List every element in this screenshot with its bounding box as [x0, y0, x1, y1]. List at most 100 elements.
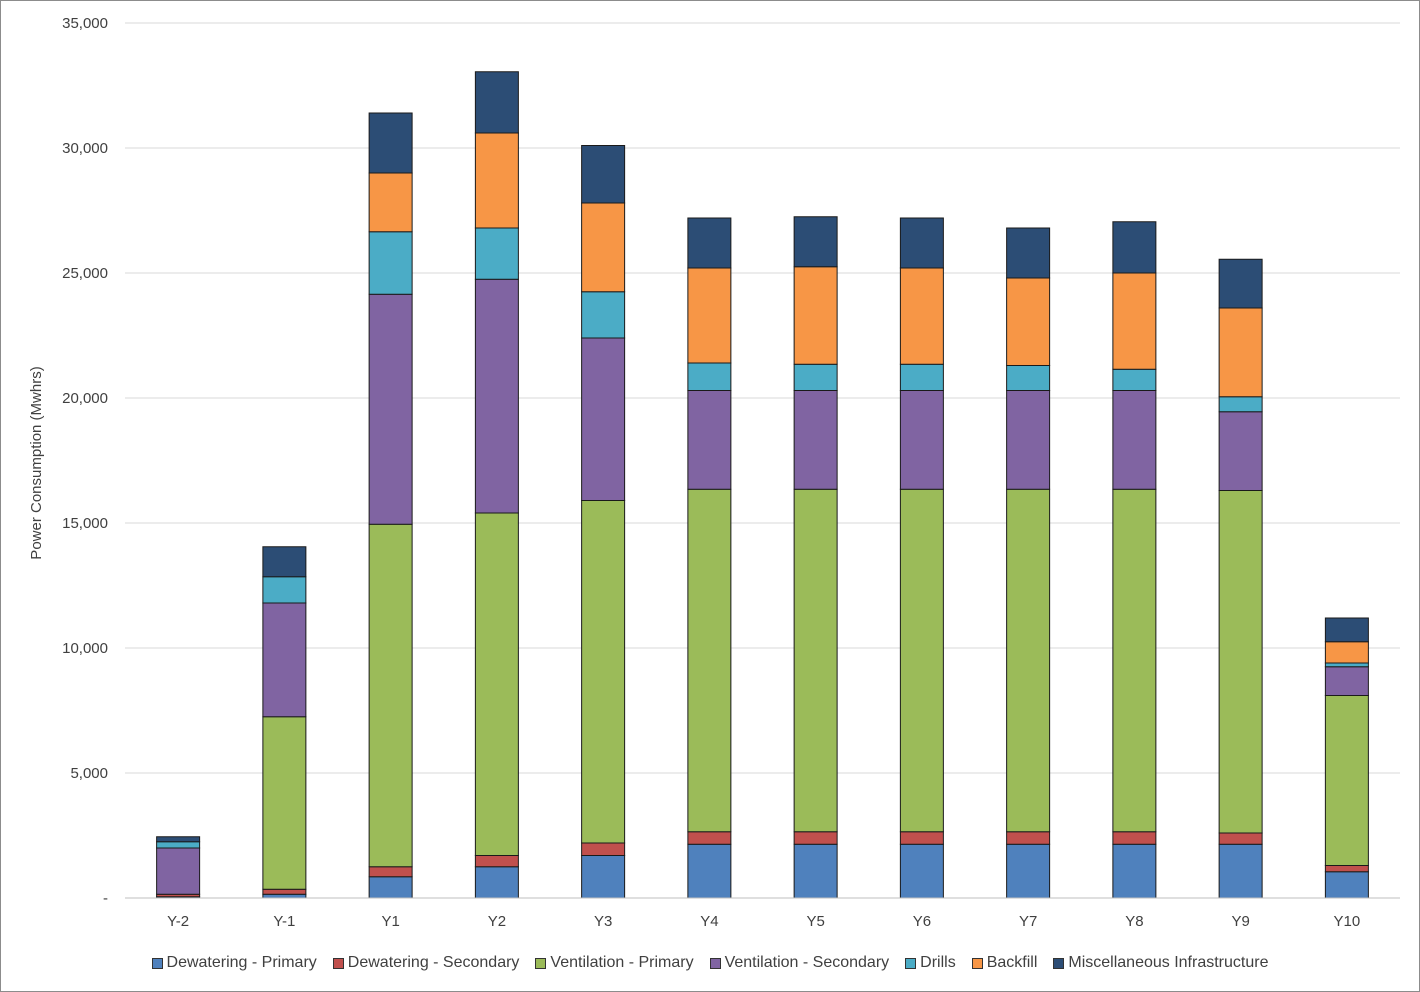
bar-segment — [899, 267, 944, 365]
bar-segment — [368, 866, 413, 878]
bar-segment — [793, 266, 838, 365]
bar-segment — [581, 291, 626, 339]
bar-segment — [1006, 277, 1051, 366]
bar-segment — [1324, 695, 1369, 866]
legend-swatch — [971, 957, 983, 969]
bar-segment — [368, 231, 413, 295]
bar-segment — [581, 855, 626, 899]
bar-segment — [899, 363, 944, 391]
legend-swatch — [1053, 957, 1065, 969]
bar-segment — [793, 843, 838, 899]
bar-segment — [793, 488, 838, 833]
legend-item: Dewatering - Primary — [151, 954, 317, 972]
bar-segment — [899, 217, 944, 269]
y-tick-label: 35,000 — [62, 15, 108, 32]
bar-segment — [368, 172, 413, 233]
bar-segment — [1006, 831, 1051, 845]
y-tick-label: 20,000 — [62, 390, 108, 407]
bar-segment — [1324, 666, 1369, 696]
bar-segment — [1112, 368, 1157, 391]
bar-segment — [1218, 411, 1263, 491]
x-tick-label: Y9 — [1231, 913, 1249, 930]
legend-swatch — [709, 957, 721, 969]
bar-segment — [262, 602, 307, 718]
x-tick-label: Y5 — [806, 913, 824, 930]
bar-segment — [793, 216, 838, 268]
bar-segment — [581, 337, 626, 501]
bar-segment — [687, 267, 732, 364]
bar-segment — [687, 362, 732, 391]
bar-segment — [1218, 396, 1263, 413]
bar-segment — [899, 488, 944, 833]
bar-segment — [581, 500, 626, 844]
bar-segment — [899, 843, 944, 899]
bar-segment — [474, 227, 519, 280]
y-axis-ticks: - 5,000 10,000 15,000 20,000 25,000 30,000 35,0… — [62, 15, 108, 907]
legend-swatch — [332, 957, 344, 969]
bar-segment — [687, 390, 732, 490]
x-tick-label: Y8 — [1125, 913, 1143, 930]
x-tick-label: Y6 — [913, 913, 931, 930]
bar-segment — [474, 278, 519, 514]
x-tick-label: Y2 — [488, 913, 506, 930]
y-axis-label: Power Consumption (Mwhrs) — [28, 366, 45, 559]
bar-segment — [262, 888, 307, 895]
bar-segment — [474, 132, 519, 229]
bar-segment — [368, 112, 413, 174]
x-tick-label: Y-2 — [167, 913, 189, 930]
legend-item: Ventilation - Secondary — [709, 954, 890, 972]
y-tick-label: 30,000 — [62, 140, 108, 157]
legend-item: Dewatering - Secondary — [332, 954, 520, 972]
legend-item: Drills — [905, 954, 956, 972]
bar-segment — [1006, 390, 1051, 490]
bar-segment — [156, 847, 201, 895]
bar-segment — [793, 363, 838, 391]
bar-segment — [1218, 832, 1263, 845]
x-tick-label: Y1 — [381, 913, 399, 930]
bar-segment — [1112, 831, 1157, 845]
x-tick-label: Y10 — [1334, 913, 1361, 930]
bar-segment — [1112, 488, 1157, 833]
x-tick-label: Y4 — [700, 913, 718, 930]
legend-label: Backfill — [986, 954, 1038, 971]
legend-label: Miscellaneous Infrastructure — [1068, 954, 1269, 971]
bar-segment — [262, 716, 307, 890]
legend-swatch — [151, 957, 163, 969]
bar-segment — [1324, 871, 1369, 899]
bar-segment — [368, 523, 413, 868]
bar-segment — [262, 893, 307, 899]
bar-segment — [687, 217, 732, 269]
bar-segment — [793, 831, 838, 845]
bar-segment — [474, 512, 519, 856]
y-tick-label: 5,000 — [70, 765, 108, 782]
legend-item: Miscellaneous Infrastructure — [1053, 954, 1268, 972]
x-tick-label: Y7 — [1019, 913, 1037, 930]
y-tick-label: 15,000 — [62, 515, 108, 532]
bar-segment — [1006, 227, 1051, 279]
bar-segment — [1112, 390, 1157, 490]
bar-segment — [474, 866, 519, 899]
bar-segment — [899, 390, 944, 490]
bar-segment — [156, 841, 201, 849]
bar-segment — [1006, 488, 1051, 833]
bar-segment — [1112, 221, 1157, 274]
bar-segment — [1218, 490, 1263, 834]
bar-segment — [1112, 272, 1157, 370]
legend-label: Ventilation - Secondary — [724, 954, 890, 971]
legend-label: Dewatering - Secondary — [347, 954, 520, 971]
bar-segment — [581, 202, 626, 293]
legend-item: Backfill — [971, 954, 1038, 972]
legend-label: Drills — [920, 954, 956, 971]
bar-segment — [687, 843, 732, 899]
bar-segment — [581, 145, 626, 204]
bar-segment — [474, 71, 519, 134]
bar-segment — [262, 576, 307, 604]
y-tick-label: 25,000 — [62, 265, 108, 282]
legend-swatch — [905, 957, 917, 969]
bar-segment — [1324, 662, 1369, 668]
bar-segment — [687, 831, 732, 845]
legend: Dewatering - Primary Dewatering - Seconda… — [0, 950, 1420, 976]
bar-segment — [1006, 843, 1051, 899]
gridlines — [125, 22, 1400, 774]
